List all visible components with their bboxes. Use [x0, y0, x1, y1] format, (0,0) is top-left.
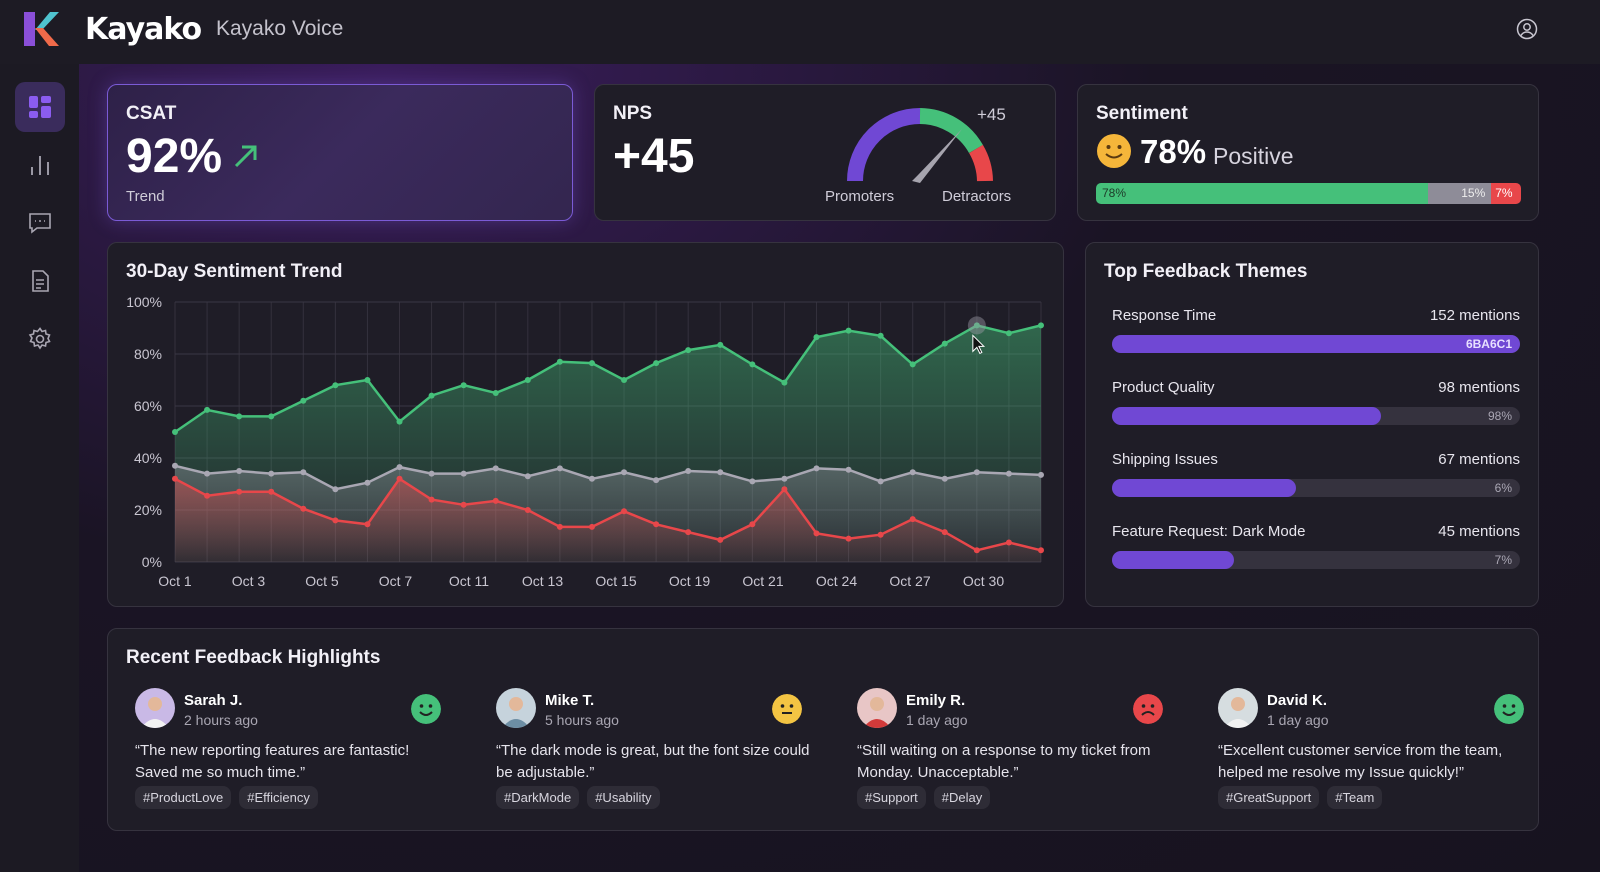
chart-title: 30-Day Sentiment Trend: [126, 261, 343, 282]
feedback-time: 2 hours ago: [184, 712, 258, 728]
feedback-quote: “The dark mode is great, but the font si…: [496, 742, 810, 781]
tag-list: #Support #Delay: [857, 786, 991, 809]
neutral-face-icon: [772, 694, 802, 724]
gear-icon: [28, 327, 51, 350]
theme-bar-track: 6BA6C1: [1112, 335, 1520, 353]
nps-title: NPS: [613, 103, 653, 124]
theme-bar-track: 7%: [1112, 551, 1520, 569]
theme-bar-text: 7%: [1494, 553, 1512, 567]
hashtag[interactable]: #Delay: [933, 786, 991, 809]
sad-face-icon: [1133, 694, 1163, 724]
feedback-quote: “Excellent customer service from the tea…: [1218, 742, 1503, 781]
sentiment-title: Sentiment: [1096, 103, 1188, 124]
feedback-themes-card: Top Feedback Themes Response Time 152 me…: [1085, 242, 1539, 607]
themes-title: Top Feedback Themes: [1104, 261, 1308, 282]
hashtag[interactable]: #ProductLove: [135, 786, 232, 809]
theme-count: 98 mentions: [1438, 379, 1520, 396]
user-account-icon[interactable]: [1516, 18, 1538, 40]
sidebar-item-reports[interactable]: [15, 256, 65, 306]
sentiment-value: 78%: [1140, 133, 1207, 170]
theme-bar-text: 98%: [1487, 409, 1512, 423]
hashtag[interactable]: #Efficiency: [239, 786, 318, 809]
theme-label: Feature Request: Dark Mode: [1112, 523, 1306, 540]
nps-value: +45: [613, 130, 695, 183]
theme-bar-fill: [1112, 551, 1235, 569]
document-icon: [32, 270, 49, 292]
theme-label: Shipping Issues: [1112, 451, 1218, 468]
kayako-logo[interactable]: [22, 10, 60, 48]
hashtag[interactable]: #Support: [857, 786, 926, 809]
avatar: [135, 688, 175, 728]
customer-name: Mike T.: [545, 692, 595, 709]
customer-name: Sarah J.: [184, 692, 243, 709]
tag-list: #GreatSupport #Team: [1218, 786, 1383, 809]
avatar: [1218, 688, 1258, 728]
hashtag[interactable]: #DarkMode: [496, 786, 580, 809]
brand-name: Kayako: [85, 12, 202, 47]
hashtag[interactable]: #GreatSupport: [1218, 786, 1320, 809]
theme-bar-track: 6%: [1112, 479, 1520, 497]
gauge-needle: [912, 129, 962, 183]
negative-segment: 7%: [1491, 183, 1521, 204]
sidebar-item-dashboard[interactable]: [15, 82, 65, 132]
feedback-time: 1 day ago: [906, 712, 968, 728]
sidebar-item-analytics[interactable]: [15, 140, 65, 190]
neutral-segment: 15%: [1427, 183, 1492, 204]
tag-list: #ProductLove #Efficiency: [135, 786, 318, 809]
csat-title: CSAT: [126, 103, 177, 124]
theme-label: Response Time: [1112, 307, 1217, 324]
trend-up-icon: [234, 145, 257, 168]
feedback-quote: “The new reporting features are fantasti…: [135, 742, 410, 781]
hashtag[interactable]: #Usability: [587, 786, 660, 809]
nps-card: NPS +45 +45 Promoters Detractors: [594, 84, 1056, 221]
nps-gauge-value: +45: [977, 105, 1006, 124]
sidebar-item-settings[interactable]: [15, 314, 65, 364]
feedback-time: 1 day ago: [1267, 712, 1329, 728]
csat-trend-label: Trend: [126, 188, 165, 205]
feedback-title: Recent Feedback Highlights: [126, 647, 381, 668]
sentiment-card: Sentiment 78% Positive 78% 15% 7%: [1077, 84, 1539, 221]
smiley-face-icon: [1097, 134, 1131, 168]
product-name: Kayako Voice: [216, 17, 344, 40]
positive-segment: 78%: [1096, 183, 1428, 204]
theme-bar-text: 6%: [1494, 481, 1512, 495]
sentiment-bar: 78% 15% 7%: [1096, 183, 1521, 204]
customer-name: David K.: [1267, 692, 1328, 709]
avatar: [857, 688, 897, 728]
promoters-label: Promoters: [825, 188, 895, 205]
customer-name: Emily R.: [906, 692, 966, 709]
theme-count: 67 mentions: [1438, 451, 1520, 468]
theme-count: 45 mentions: [1438, 523, 1520, 540]
theme-label: Product Quality: [1112, 379, 1215, 396]
sidebar-item-conversations[interactable]: [15, 198, 65, 248]
top-bar: Kayako Kayako Voice: [0, 0, 1600, 64]
theme-bar-fill: [1112, 479, 1296, 497]
theme-count: 152 mentions: [1429, 307, 1520, 324]
sidebar: [0, 64, 79, 872]
sentiment-label: Positive: [1213, 143, 1294, 169]
happy-face-icon: [1494, 694, 1524, 724]
chat-icon: [29, 213, 51, 234]
bar-chart-icon: [31, 156, 49, 175]
theme-bar-fill: [1112, 335, 1520, 353]
feedback-time: 5 hours ago: [545, 712, 619, 728]
theme-bar-text: 6BA6C1: [1465, 337, 1512, 351]
tag-list: #DarkMode #Usability: [496, 786, 660, 809]
happy-face-icon: [411, 694, 441, 724]
dashboard-icon: [29, 96, 51, 118]
hashtag[interactable]: #Team: [1327, 786, 1383, 809]
feedback-quote: “Still waiting on a response to my ticke…: [857, 742, 1151, 781]
theme-bar-track: 98%: [1112, 407, 1520, 425]
csat-card: CSAT 92% Trend: [107, 84, 573, 221]
detractors-label: Detractors: [942, 188, 1012, 205]
avatar: [496, 688, 536, 728]
theme-bar-fill: [1112, 407, 1382, 425]
csat-value: 92%: [126, 130, 223, 183]
nps-gauge: [847, 108, 993, 183]
sentiment-trend-card: 30-Day Sentiment Trend: [107, 242, 1064, 607]
